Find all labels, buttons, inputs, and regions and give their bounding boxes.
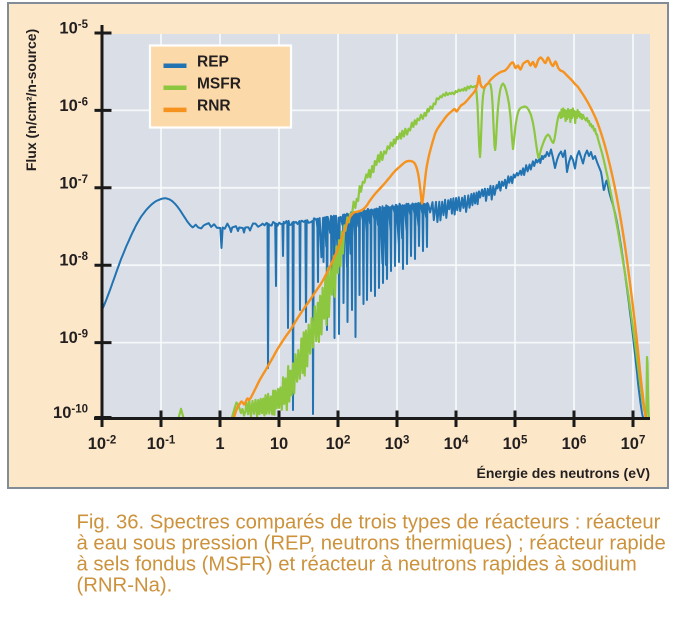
svg-text:Flux (n/cm²/n-source): Flux (n/cm²/n-source) [23, 29, 39, 171]
svg-text:1: 1 [215, 435, 224, 453]
svg-text:à sels fondus (MSFR) et réacte: à sels fondus (MSFR) et réacteur à neutr… [77, 554, 637, 576]
svg-text:REP: REP [197, 53, 229, 70]
svg-text:(RNR-Na).: (RNR-Na). [77, 575, 173, 597]
svg-text:MSFR: MSFR [197, 75, 241, 92]
svg-text:RNR: RNR [197, 98, 231, 115]
svg-text:à eau sous pression (REP, neut: à eau sous pression (REP, neutrons therm… [77, 533, 666, 555]
svg-text:10: 10 [270, 435, 288, 453]
svg-text:Énergie des neutrons (eV): Énergie des neutrons (eV) [477, 465, 650, 481]
svg-text:Fig. 36. Spectres comparés de: Fig. 36. Spectres comparés de trois type… [77, 512, 661, 534]
